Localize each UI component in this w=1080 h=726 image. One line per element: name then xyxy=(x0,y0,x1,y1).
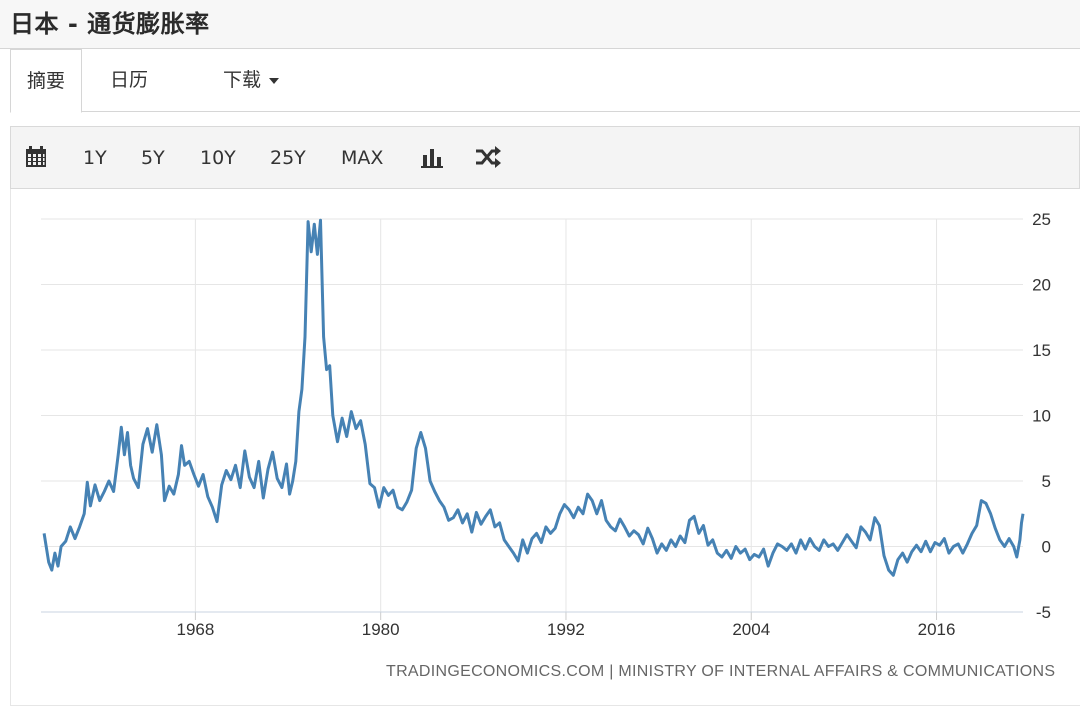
x-tick-label: 1992 xyxy=(547,620,585,639)
range-max-button[interactable]: MAX xyxy=(341,147,384,169)
series-line[interactable] xyxy=(42,218,1025,577)
range-25y-button[interactable]: 25Y xyxy=(270,147,306,169)
y-tick-label: 25 xyxy=(1032,210,1051,229)
range-5y-button[interactable]: 5Y xyxy=(141,147,165,169)
caret-down-icon xyxy=(269,77,280,84)
x-tick-label: 1980 xyxy=(362,620,400,639)
chart-area: 25 20 15 10 5 0 -5 1968 1980 1992 2004 2016 xyxy=(10,189,1080,706)
inflation-line-chart[interactable]: 25 20 15 10 5 0 -5 1968 1980 1992 2004 2016 xyxy=(11,189,1079,704)
x-tick-label: 2004 xyxy=(732,620,770,639)
bar-chart-icon[interactable] xyxy=(421,127,443,189)
title-bar: 日本 - 通货膨胀率 xyxy=(0,0,1080,49)
x-tick-label: 2016 xyxy=(918,620,956,639)
calendar-icon[interactable] xyxy=(25,127,47,189)
y-tick-label: 10 xyxy=(1032,407,1051,426)
range-1y-button[interactable]: 1Y xyxy=(83,147,107,169)
chart-toolbar: 1Y 5Y 10Y 25Y MAX xyxy=(10,126,1080,189)
y-tick-label: 15 xyxy=(1032,341,1051,360)
y-tick-label: -5 xyxy=(1036,603,1051,622)
tab-summary[interactable]: 摘要 xyxy=(10,49,83,113)
source-credit[interactable]: TRADINGECONOMICS.COM | MINISTRY OF INTER… xyxy=(386,663,1056,680)
range-10y-button[interactable]: 10Y xyxy=(200,147,236,169)
tab-calendar[interactable]: 日历 xyxy=(110,69,149,91)
shuffle-icon[interactable] xyxy=(475,127,501,189)
tab-download[interactable]: 下载 xyxy=(223,49,280,111)
y-tick-label: 5 xyxy=(1042,472,1051,491)
y-tick-label: 0 xyxy=(1042,538,1051,557)
x-tick-label: 1968 xyxy=(176,620,214,639)
tab-download-label: 下载 xyxy=(223,69,262,91)
page-title: 日本 - 通货膨胀率 xyxy=(10,10,210,38)
y-tick-label: 20 xyxy=(1032,276,1051,295)
tab-bar: 摘要 日历 下载 xyxy=(10,49,1080,113)
